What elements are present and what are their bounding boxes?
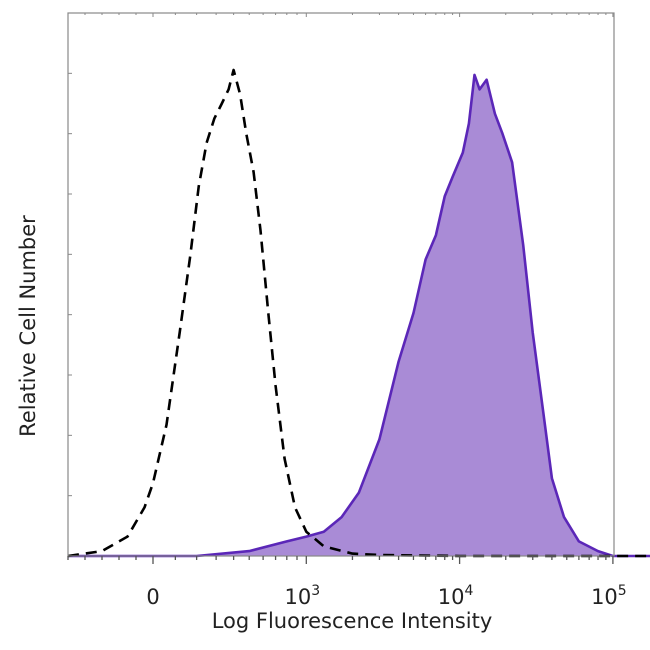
- x-tick-label: 105: [591, 583, 627, 609]
- x-axis-title: Log Fluorescence Intensity: [212, 609, 493, 633]
- histogram-dashed-outline: [67, 68, 650, 558]
- histogram-fill-area: [68, 74, 650, 556]
- x-tick-label: 0: [146, 585, 159, 609]
- plot-area: [67, 68, 650, 558]
- axes: 0 103 104 105: [67, 12, 627, 609]
- plot-frame: [67, 12, 615, 557]
- histogram-filled-outline: [68, 73, 650, 558]
- x-tick-label: 103: [284, 583, 320, 609]
- x-tick-label: 104: [438, 583, 474, 609]
- y-axis-title: Relative Cell Number: [16, 215, 40, 437]
